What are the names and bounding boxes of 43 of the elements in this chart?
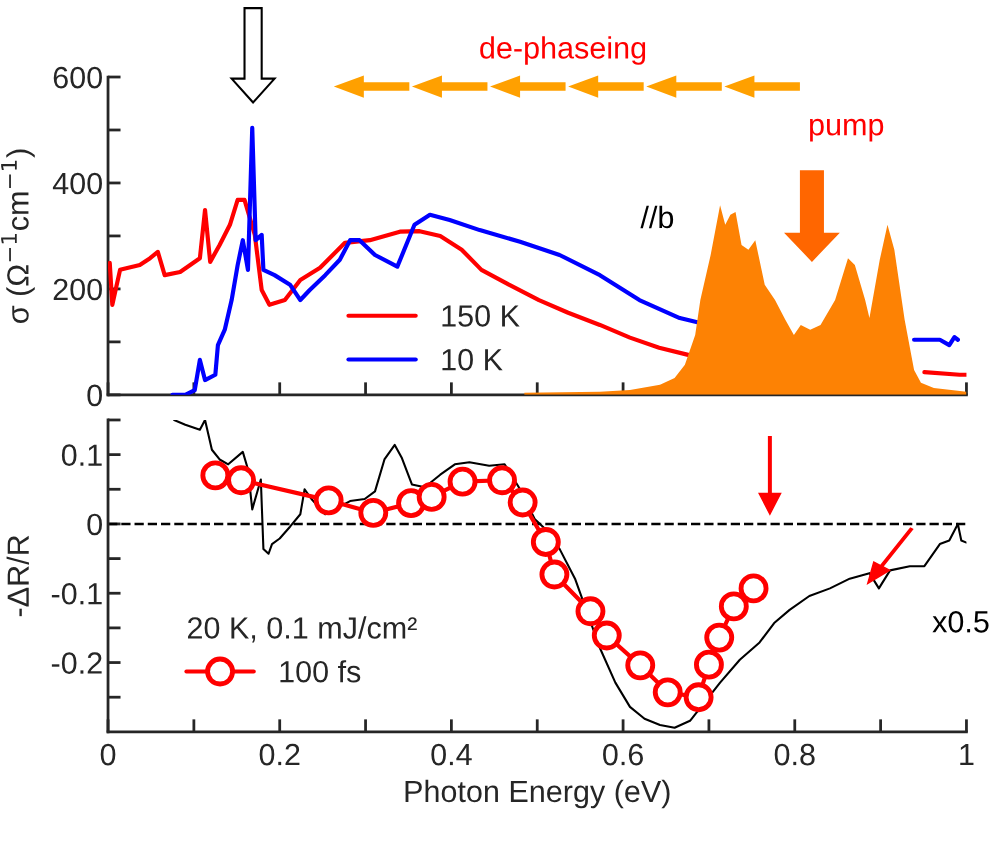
point bbox=[704, 622, 735, 653]
y-tick-label: 200 bbox=[53, 278, 102, 301]
y-tick-label: 0 bbox=[87, 513, 102, 536]
point bbox=[487, 465, 517, 496]
y-tick-label: 0 bbox=[87, 384, 102, 407]
point bbox=[539, 559, 570, 590]
point bbox=[693, 649, 724, 680]
x-tick-label: 0.8 bbox=[774, 743, 815, 766]
x-axis-title: Photon Energy (eV) bbox=[405, 779, 670, 809]
legend-title: 20 K, 0.1 mJ/cm² bbox=[187, 616, 417, 643]
annotation: x0.5 bbox=[932, 611, 989, 633]
point bbox=[358, 497, 389, 528]
legend-label: 150 K bbox=[442, 305, 520, 327]
point bbox=[575, 596, 606, 627]
point bbox=[718, 591, 749, 622]
x-tick-label: 0.4 bbox=[431, 743, 472, 766]
point bbox=[507, 487, 538, 518]
point bbox=[200, 460, 231, 491]
point bbox=[683, 682, 714, 713]
point bbox=[591, 620, 622, 651]
text: de-phaseing bbox=[480, 36, 646, 65]
y-tick-label: 400 bbox=[52, 172, 102, 195]
point bbox=[313, 485, 344, 516]
y-axis-title: σ (Ω$^{−1}$cm$^{−1}$) bbox=[1, 149, 35, 323]
point bbox=[625, 650, 656, 681]
point bbox=[447, 466, 478, 497]
point bbox=[738, 573, 769, 604]
legend-label: 10 K bbox=[442, 348, 503, 371]
y-tick-label: -0.1 bbox=[51, 582, 102, 605]
y-tick-label: -0.2 bbox=[51, 652, 102, 674]
x-tick-label: 1 bbox=[960, 744, 974, 766]
y-tick-label: 0.1 bbox=[61, 444, 102, 466]
y-tick-label: 600 bbox=[53, 66, 102, 89]
point bbox=[226, 465, 257, 496]
legend-label: 100 fs bbox=[280, 660, 361, 683]
x-tick-label: 0.2 bbox=[259, 743, 300, 766]
point bbox=[416, 481, 447, 512]
annotation: pump bbox=[810, 118, 884, 142]
annotation: //b bbox=[640, 205, 674, 229]
point bbox=[530, 527, 561, 557]
point bbox=[652, 677, 683, 708]
y-axis-title: -ΔR/R bbox=[6, 535, 30, 617]
x-tick-label: 0.6 bbox=[603, 743, 643, 766]
